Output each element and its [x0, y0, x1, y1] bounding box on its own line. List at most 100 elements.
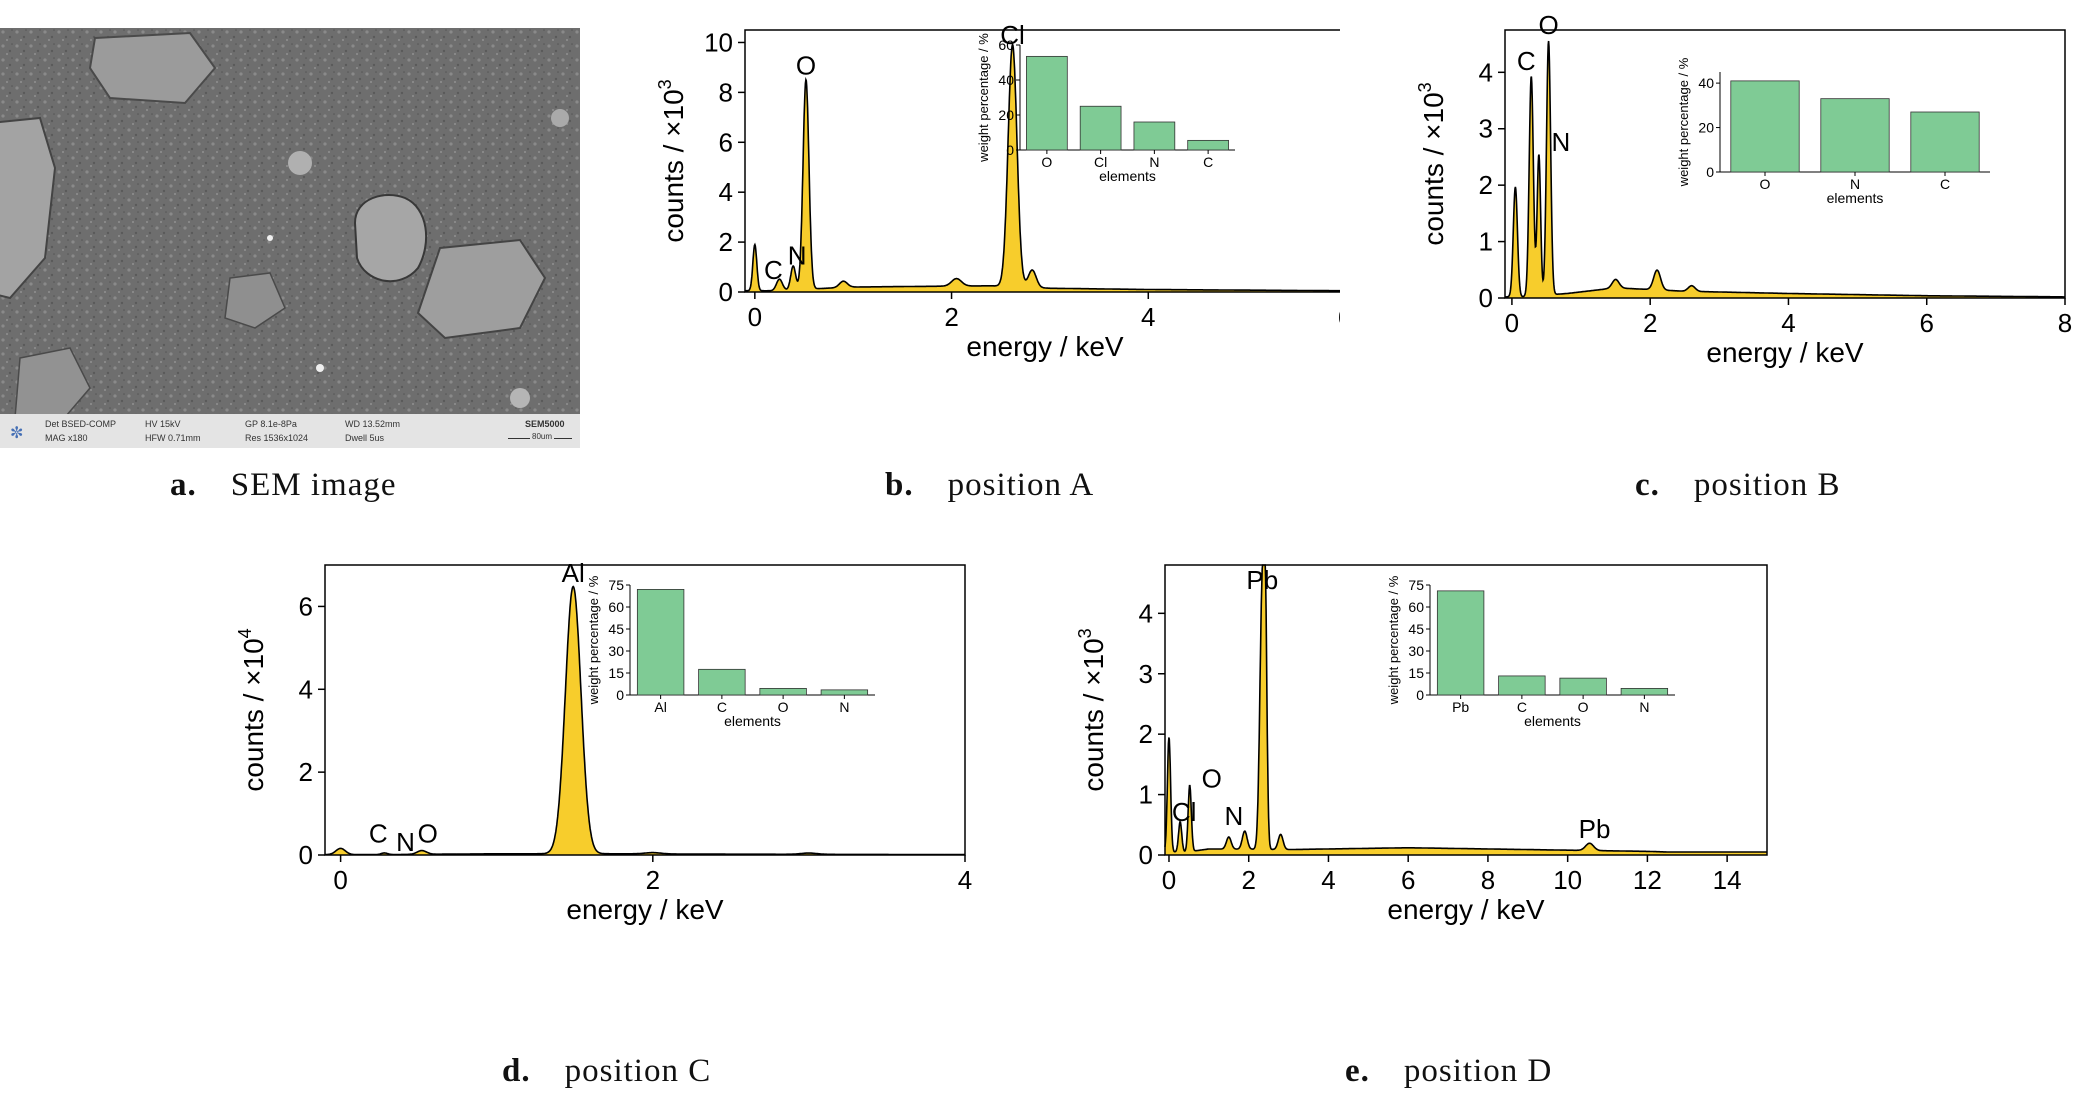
inset-x-tick-label: C: [1203, 154, 1213, 170]
caption-text: position A: [947, 467, 1095, 503]
peak-label: C: [1517, 46, 1536, 76]
inset-y-tick-label: 60: [608, 599, 624, 615]
peak-label: C: [764, 255, 783, 285]
sem-info-mag: MAG x180: [45, 433, 88, 443]
inset-bar: [1910, 111, 1980, 173]
spectrum-line: [1505, 40, 2065, 298]
caption-text: position B: [1693, 467, 1841, 503]
inset-y-tick-label: 45: [608, 621, 624, 637]
y-tick-label: 2: [299, 757, 313, 787]
inset-y-tick-label: 75: [608, 577, 624, 593]
inset-bar: [1559, 677, 1607, 696]
x-tick-label: 4: [958, 865, 972, 895]
inset-x-tick-label: N: [1850, 176, 1860, 192]
inset-y-tick-label: 0: [1706, 164, 1714, 180]
inset-x-tick-label: C: [717, 699, 727, 715]
inset-bar: [636, 589, 685, 696]
caption-text: SEM image: [230, 467, 397, 503]
sem-info-wd: WD 13.52mm: [345, 419, 401, 429]
peak-label: N: [396, 827, 415, 857]
peak-label: O: [1538, 10, 1558, 40]
x-tick-label: 2: [944, 302, 958, 332]
x-tick-label: 10: [1553, 865, 1582, 895]
inset-x-tick-label: N: [1639, 699, 1649, 715]
inset-y-tick-label: 0: [1006, 142, 1014, 158]
x-tick-label: 6: [1401, 865, 1415, 895]
x-tick-label: 2: [1241, 865, 1255, 895]
inset-bar-chart: Pb C O N 0 15 30 45 60 75 elements weight percentag…: [1386, 575, 1675, 729]
inset-x-tick-label: O: [778, 699, 789, 715]
peak-label: O: [418, 819, 438, 849]
inset-y-tick-label: 75: [1408, 577, 1424, 593]
y-tick-label: 10: [704, 27, 733, 57]
y-tick-label: 1: [1479, 227, 1493, 257]
inset-bar-chart: O Cl N C 0 20 40 60 elements weight percentage / …: [976, 33, 1235, 184]
inset-y-tick-label: 45: [1408, 621, 1424, 637]
inset-y-tick-label: 60: [998, 37, 1014, 53]
inset-y-tick-label: 30: [608, 643, 624, 659]
plot-frame: [744, 29, 1340, 293]
caption-text: position D: [1403, 1053, 1553, 1089]
caption-position-c: d. position C: [502, 1053, 711, 1090]
x-tick-label: 8: [2058, 308, 2072, 338]
y-axis-label-exponent: 3: [655, 79, 675, 89]
caption-text: position C: [564, 1053, 712, 1089]
plot-frame: [1504, 29, 2066, 299]
y-tick-label: 0: [719, 277, 733, 307]
peak-label: O: [1202, 764, 1222, 794]
peak-label: N: [788, 240, 807, 270]
peak-label: Pb: [1246, 565, 1278, 595]
sem-panel: ✼ Det BSED-COMP MAG x180 HV 15kV HFW 0.7…: [0, 0, 600, 460]
caption-letter: e.: [1345, 1053, 1370, 1089]
y-axis-label-exponent: 3: [1075, 628, 1095, 638]
spectrum-line: [745, 42, 1340, 292]
x-tick-label: 4: [1781, 308, 1795, 338]
caption-position-b: c. position B: [1635, 467, 1841, 504]
caption-letter: b.: [885, 467, 914, 503]
peak-label: Cl: [1000, 20, 1025, 50]
inset-y-tick-label: 60: [1408, 599, 1424, 615]
y-tick-label: 8: [719, 77, 733, 107]
caption-sem-image: a. SEM image: [170, 467, 396, 504]
x-axis-label: energy / keV: [566, 894, 724, 925]
y-axis-label-text: counts / ×10: [1078, 638, 1109, 791]
x-tick-label: 0: [333, 865, 347, 895]
sem-micrograph: [0, 28, 580, 448]
x-tick-label: 4: [1321, 865, 1335, 895]
x-tick-label: 8: [1481, 865, 1495, 895]
peak-label: Cl: [1172, 797, 1197, 827]
peak-label: Al: [562, 558, 585, 588]
y-tick-label: 6: [299, 591, 313, 621]
inset-bar: [1498, 675, 1546, 696]
y-axis-label: counts / ×103: [1415, 82, 1449, 245]
y-axis-label: counts / ×104: [235, 628, 269, 791]
inset-x-tick-label: C: [1517, 699, 1527, 715]
x-axis-label: energy / keV: [1706, 337, 1864, 368]
spectrum-area: [745, 44, 1340, 292]
inset-x-axis-label: elements: [1524, 713, 1581, 729]
spectrum-line: [1164, 564, 1767, 853]
y-tick-label: 4: [1479, 57, 1493, 87]
inset-y-tick-label: 20: [1698, 120, 1714, 136]
x-tick-label: 4: [1141, 302, 1155, 332]
y-tick-label: 2: [719, 227, 733, 257]
peak-label: N: [1224, 801, 1243, 831]
inset-bar-chart: Al C O N 0 15 30 45 60 75 elements weight percentag…: [586, 575, 875, 729]
inset-y-tick-label: 30: [1408, 643, 1424, 659]
inset-x-tick-label: N: [1149, 154, 1159, 170]
inset-x-axis-label: elements: [724, 713, 781, 729]
y-axis-label-text: counts / ×10: [238, 638, 269, 791]
peak-label: O: [796, 50, 816, 80]
sem-info-res: Res 1536x1024: [245, 433, 309, 443]
inset-y-tick-label: 20: [998, 107, 1014, 123]
y-axis-label: counts / ×103: [655, 79, 689, 242]
peak-label: C: [369, 819, 388, 849]
inset-y-axis-label: weight percentage / %: [586, 575, 601, 705]
x-tick-label: 2: [646, 865, 660, 895]
inset-bar: [1079, 105, 1122, 151]
inset-bar: [1620, 687, 1669, 696]
sem-micrograph-image: [0, 28, 580, 442]
